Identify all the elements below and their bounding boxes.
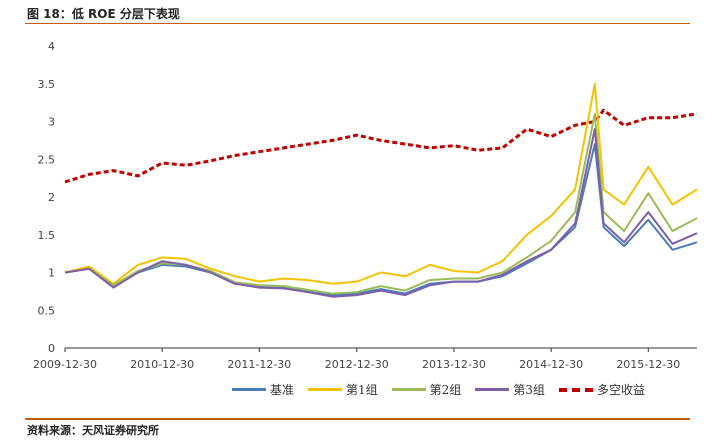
- legend-item-group1: 第1组: [308, 381, 378, 398]
- series-line-2: [64, 112, 698, 295]
- y-tick-label: 0.5: [38, 304, 56, 317]
- y-tick-label: 4: [48, 40, 55, 53]
- x-tick-label: 2013-12-30: [422, 358, 486, 371]
- y-tick-label: 2.5: [38, 153, 56, 166]
- bottom-rule: [25, 418, 690, 420]
- legend: 基准 第1组 第2组 第3组 多空收益: [232, 381, 645, 398]
- legend-label: 多空收益: [596, 383, 645, 397]
- x-tick-label: 2009-12-30: [33, 358, 97, 371]
- legend-item-long-short: 多空收益: [558, 381, 645, 398]
- top-rule: [25, 23, 690, 24]
- x-tick-label: 2010-12-30: [130, 358, 194, 371]
- x-tick-label: 2012-12-30: [325, 358, 389, 371]
- figure-title: 图 18：低 ROE 分层下表现: [27, 7, 180, 21]
- legend-swatch: [558, 387, 593, 392]
- legend-swatch: [232, 388, 266, 391]
- x-tick-label: 2011-12-30: [227, 358, 291, 371]
- legend-swatch: [308, 388, 343, 391]
- line-chart: 0 0.5 1 1.5 2 2.5 3 3.5 4 2009-12-30 2010-12-30 201…: [33, 40, 698, 371]
- legend-swatch: [475, 388, 510, 391]
- x-tick-label: 2014-12-30: [519, 358, 583, 371]
- x-tick-label: 2015-12-30: [616, 358, 680, 371]
- legend-item-group2: 第2组: [391, 381, 462, 398]
- y-tick-label: 2: [48, 191, 55, 204]
- legend-label: 第2组: [429, 383, 462, 397]
- y-tick-label: 1.5: [38, 229, 56, 242]
- legend-swatch: [391, 388, 426, 391]
- legend-item-group3: 第3组: [475, 381, 545, 398]
- legend-item-benchmark: 基准: [232, 381, 294, 398]
- y-tick-label: 3: [48, 116, 55, 129]
- legend-label: 第3组: [513, 383, 545, 397]
- y-tick-label: 1: [48, 267, 55, 280]
- legend-label: 第1组: [346, 383, 378, 397]
- legend-label: 基准: [270, 383, 295, 397]
- source-note: 资料来源：天风证券研究所: [27, 424, 159, 437]
- y-tick-label: 3.5: [38, 78, 56, 91]
- y-tick-label: 0: [48, 342, 55, 355]
- series-line-3: [64, 128, 698, 298]
- series-line-4: [64, 108, 698, 184]
- series-line-1: [64, 82, 698, 285]
